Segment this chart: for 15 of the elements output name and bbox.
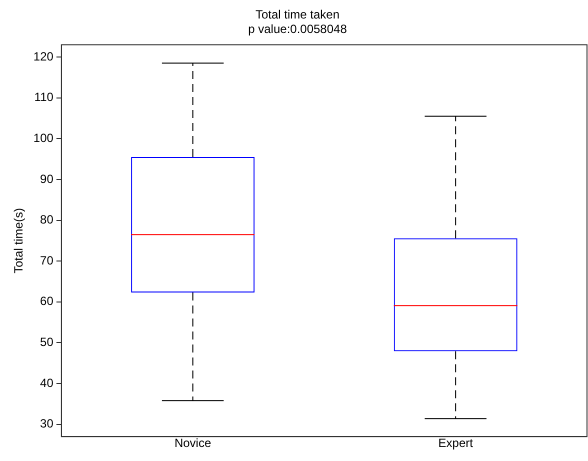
y-tick-label: 80	[40, 212, 54, 227]
y-tick-label: 90	[40, 172, 54, 186]
y-tick-label: 110	[34, 90, 54, 104]
y-tick-label: 70	[40, 253, 54, 268]
y-tick-label: 30	[40, 416, 54, 431]
y-tick-label: 120	[33, 49, 54, 64]
y-tick-label: 100	[33, 130, 54, 145]
chart-title: Total time taken	[255, 8, 340, 22]
chart-subtitle: p value:0.0058048	[248, 22, 348, 36]
y-tick-label: 50	[40, 335, 54, 350]
x-tick-label: Expert	[438, 436, 474, 450]
y-axis-title: Total time(s)	[12, 208, 26, 274]
y-tick-label: 60	[40, 294, 54, 308]
x-tick-label: Novice	[174, 436, 212, 450]
y-tick-label: 40	[40, 376, 54, 390]
